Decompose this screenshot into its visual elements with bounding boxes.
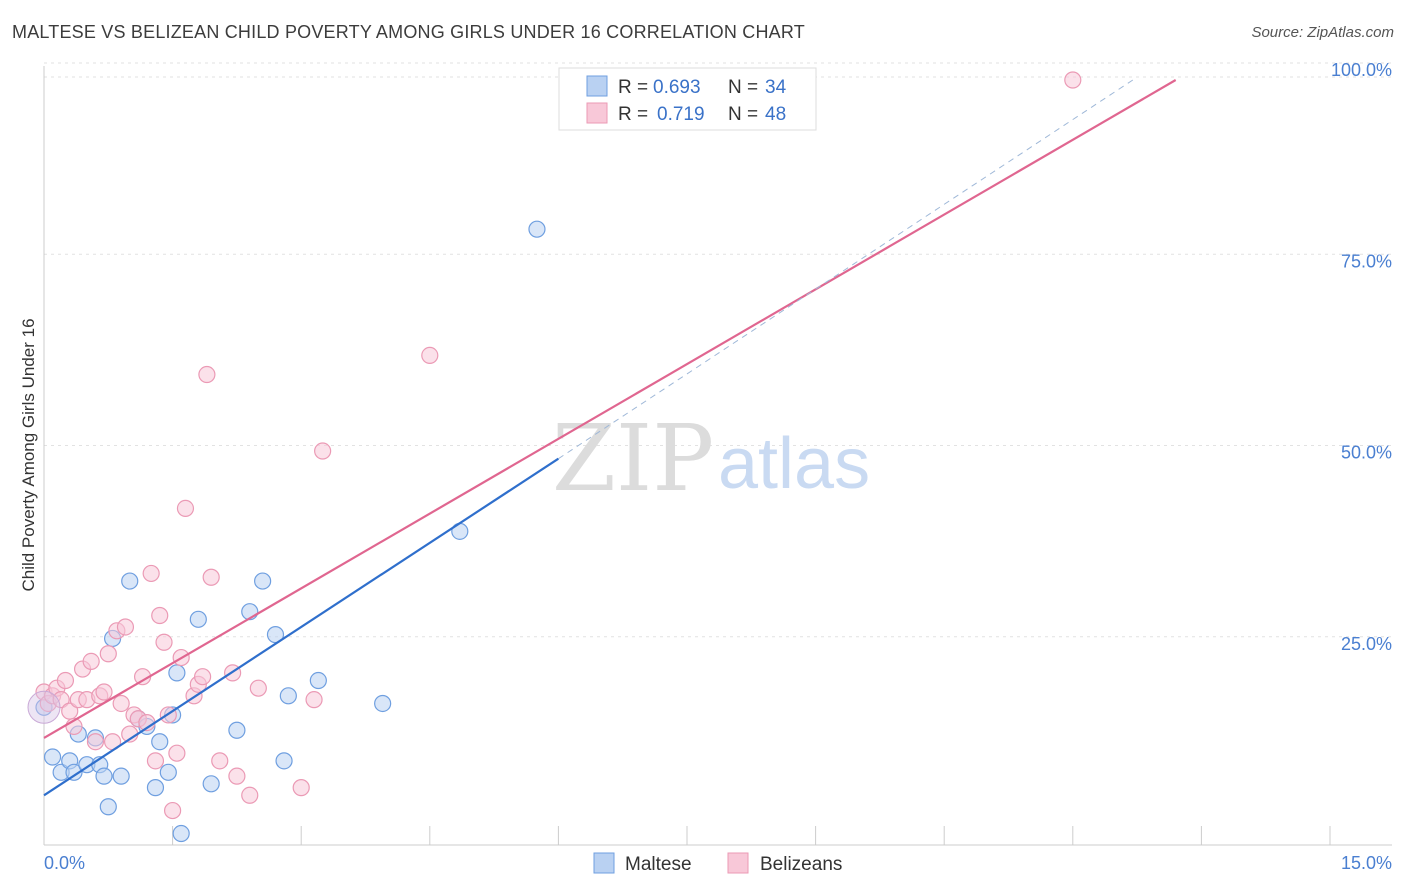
point-belizeans-15 — [99, 645, 117, 663]
point-maltese-1 — [43, 748, 62, 766]
point-belizeans-43 — [249, 679, 267, 697]
point-maltese-29 — [279, 687, 297, 705]
point-belizeans-46 — [314, 442, 332, 460]
bottom-legend-swatch-maltese — [593, 852, 615, 874]
trend-line-belizeans — [43, 79, 1177, 739]
point-maltese-4 — [65, 763, 83, 781]
data-points — [27, 71, 1082, 843]
watermark-zip: ZIP — [552, 405, 714, 512]
y-tick-labels: 25.0% 50.0% 75.0% 100.0% — [1331, 60, 1392, 654]
legend-n-label-1: N = — [728, 77, 758, 98]
point-maltese-22 — [189, 610, 207, 628]
legend-n-label-2: N = — [728, 104, 758, 125]
point-maltese-20 — [168, 664, 186, 682]
point-belizeans-27 — [151, 606, 169, 625]
point-maltese-30 — [309, 671, 327, 690]
point-belizeans-30 — [164, 801, 182, 820]
legend-r-value-2: 0.719 — [657, 104, 705, 125]
point-maltese-17 — [151, 733, 169, 751]
point-belizeans-33 — [176, 499, 195, 517]
point-cluster-origin — [27, 690, 61, 724]
x-tick-label-1: 15.0% — [1341, 853, 1392, 873]
point-belizeans-25 — [142, 564, 160, 583]
legend: R = 0.693 N = 34 R = 0.719 N = 48 — [558, 67, 817, 131]
legend-r-value-1: 0.693 — [653, 77, 701, 98]
point-maltese-24 — [228, 721, 246, 739]
watermark: ZIP atlas — [552, 405, 870, 512]
point-maltese-16 — [146, 779, 165, 797]
trend-line-maltese — [43, 457, 560, 797]
point-belizeans-48 — [1064, 71, 1082, 89]
bottom-legend: Maltese Belizeans — [593, 852, 842, 875]
legend-r-label-2: R = — [618, 104, 648, 125]
point-belizeans-37 — [198, 365, 216, 384]
point-maltese-33 — [528, 220, 546, 238]
point-belizeans-11 — [82, 652, 100, 671]
x-tick-labels: 0.0% 15.0% — [44, 853, 1392, 873]
point-maltese-13 — [121, 572, 139, 590]
point-belizeans-45 — [305, 691, 323, 709]
point-belizeans-38 — [202, 568, 220, 586]
point-belizeans-4 — [52, 691, 70, 709]
legend-n-value-1: 34 — [765, 77, 787, 98]
y-tick-label-2: 75.0% — [1341, 251, 1392, 271]
point-belizeans-12 — [86, 733, 105, 751]
legend-swatch-maltese — [586, 75, 608, 97]
bottom-legend-swatch-belizeans — [727, 852, 749, 874]
point-belizeans-44 — [292, 779, 310, 797]
point-belizeans-18 — [112, 694, 130, 713]
point-maltese-9 — [95, 767, 113, 785]
y-tick-label-0: 25.0% — [1341, 634, 1392, 654]
watermark-atlas: atlas — [718, 424, 870, 504]
point-belizeans-47 — [421, 346, 439, 364]
point-maltese-28 — [275, 752, 293, 770]
point-maltese-12 — [112, 767, 130, 785]
trend-lines — [43, 79, 1177, 797]
point-belizeans-26 — [146, 752, 165, 770]
chart-source: Source: ZipAtlas.com — [1251, 24, 1394, 41]
legend-swatch-belizeans — [586, 102, 608, 124]
point-maltese-23 — [202, 775, 220, 793]
point-maltese-26 — [254, 572, 272, 590]
legend-n-value-2: 48 — [765, 104, 786, 125]
axes — [43, 66, 1392, 846]
point-belizeans-28 — [155, 633, 173, 651]
bottom-legend-label-maltese: Maltese — [625, 854, 692, 875]
grid-lines — [44, 62, 1392, 638]
point-belizeans-41 — [228, 767, 246, 785]
x-tick-label-0: 0.0% — [44, 853, 85, 873]
bottom-legend-label-belizeans: Belizeans — [760, 854, 842, 875]
point-belizeans-39 — [211, 752, 229, 770]
point-maltese-31 — [374, 694, 392, 713]
point-belizeans-36 — [194, 668, 212, 686]
point-belizeans-31 — [168, 744, 186, 762]
y-tick-label-1: 50.0% — [1341, 443, 1392, 463]
point-belizeans-42 — [241, 786, 259, 804]
point-maltese-18 — [159, 763, 177, 781]
trend-line-maltese-extension — [558, 79, 1134, 460]
chart-title: MALTESE VS BELIZEAN CHILD POVERTY AMONG … — [12, 22, 805, 42]
point-belizeans-19 — [116, 618, 135, 636]
point-maltese-10 — [99, 798, 117, 816]
y-axis-label: Child Poverty Among Girls Under 16 — [19, 318, 38, 591]
point-belizeans-14 — [95, 683, 113, 701]
y-tick-label-3: 100.0% — [1331, 60, 1392, 80]
legend-r-label-1: R = — [618, 77, 648, 98]
point-maltese-21 — [172, 824, 190, 843]
point-belizeans-5 — [56, 671, 75, 690]
